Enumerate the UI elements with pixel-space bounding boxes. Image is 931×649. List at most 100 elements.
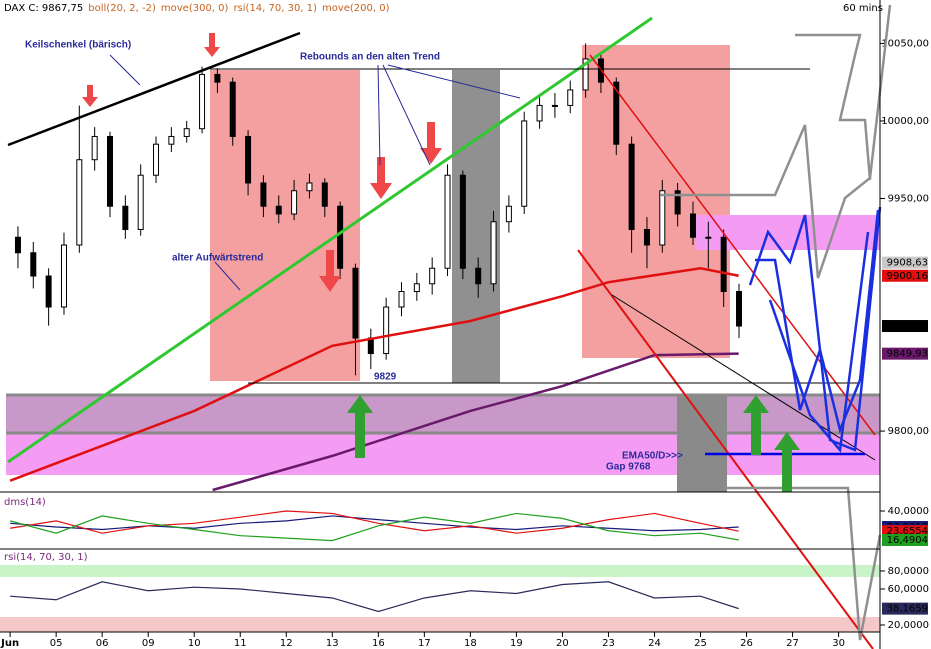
annotation: 9829 xyxy=(374,372,397,383)
candle-body xyxy=(643,228,650,246)
projection xyxy=(748,206,882,452)
x-tick-label: 24 xyxy=(648,638,661,649)
trend-line xyxy=(577,249,874,649)
arrow xyxy=(319,250,341,292)
header-bg xyxy=(0,0,420,14)
candle-body xyxy=(91,135,98,161)
pointers xyxy=(109,54,521,291)
arrow xyxy=(774,432,800,492)
price-label: 9867,75 xyxy=(887,321,928,332)
candle-body xyxy=(306,182,313,192)
candle-body xyxy=(168,135,175,145)
candle-body xyxy=(413,283,420,293)
x-tick-label: 19 xyxy=(510,638,523,649)
panel-title: rsi(14, 70, 30, 1) xyxy=(4,552,88,563)
candle-body xyxy=(536,104,543,122)
x-tick-label: Jun xyxy=(0,638,19,649)
indicator-label: move(300, 0) xyxy=(161,3,229,14)
candle-body xyxy=(521,120,528,207)
candle-body xyxy=(60,244,67,308)
y-tick-label: 60,0000 xyxy=(888,584,929,595)
series-line xyxy=(10,581,739,613)
rsi-upper-zone xyxy=(0,565,880,577)
trend-line xyxy=(611,294,876,461)
timeframe: 60 mins xyxy=(843,3,883,14)
annotation: Keilschenkel (bärisch) xyxy=(25,40,131,51)
candle-body xyxy=(321,182,328,207)
price-label-box xyxy=(882,320,928,333)
trend-line xyxy=(7,31,301,147)
y-tick-label: 20,0000 xyxy=(888,620,929,631)
series-line xyxy=(10,515,739,532)
candle-body xyxy=(199,73,206,130)
projection xyxy=(768,231,870,453)
candle-body xyxy=(689,213,696,238)
x-tick-label: 05 xyxy=(50,638,63,649)
x-tick-label: 06 xyxy=(96,638,109,649)
x-tick-label: 18 xyxy=(464,638,477,649)
zone xyxy=(677,395,727,492)
trend-line xyxy=(7,16,653,464)
zone xyxy=(6,395,880,433)
candle-body xyxy=(628,143,635,230)
candle-body xyxy=(429,267,436,285)
series-line xyxy=(212,352,739,492)
y-tick-label: 10050,00 xyxy=(881,38,929,49)
x-tick-label: 23 xyxy=(602,638,615,649)
annotation: alter Aufwärtstrend xyxy=(172,253,263,264)
candle-body xyxy=(45,275,52,308)
annotation: EMA50/D>>> xyxy=(622,451,683,462)
indicator-label: rsi(14, 70, 30, 1) xyxy=(233,3,317,14)
candle-body xyxy=(245,135,252,184)
candle-body xyxy=(505,205,512,223)
candle-body xyxy=(337,205,344,269)
price-label-box xyxy=(882,347,928,360)
candle-body xyxy=(674,190,681,215)
candle-body xyxy=(459,174,466,269)
rsi-lower-zone xyxy=(0,617,880,632)
panel-title: dms(14) xyxy=(4,497,46,508)
arrow xyxy=(743,395,769,455)
x-tick-label: 26 xyxy=(740,638,753,649)
candle-body xyxy=(214,73,221,83)
candle-body xyxy=(30,252,37,277)
x-tick-label: 27 xyxy=(786,638,799,649)
y-tick-label: 40,0000 xyxy=(888,506,929,517)
x-tick-label: 17 xyxy=(418,638,431,649)
projection xyxy=(795,33,872,181)
price-label: 9849,93 xyxy=(887,349,928,360)
arrow xyxy=(347,395,373,458)
candle-body xyxy=(659,190,666,246)
annotations: Keilschenkel (bärisch) Rebounds an den a… xyxy=(4,3,883,563)
candle-body xyxy=(137,174,144,230)
arrow xyxy=(370,157,392,199)
x-tick-label: 11 xyxy=(234,638,247,649)
drawings xyxy=(0,0,892,649)
x-tick-label: 12 xyxy=(280,638,293,649)
candle-body xyxy=(490,221,497,285)
chart-title: DAX C: 9867,75 xyxy=(4,3,83,14)
candle-body xyxy=(383,306,390,355)
indicator-label: boll(20, 2, -2) xyxy=(88,3,156,14)
y-tick-label: 9800,00 xyxy=(888,426,929,437)
candle-body xyxy=(229,81,236,137)
annotation: Rebounds an den alten Trend xyxy=(300,52,440,63)
candle-body xyxy=(275,205,282,215)
value-label-box xyxy=(882,602,928,615)
candle-body xyxy=(705,236,712,239)
candle-body xyxy=(291,190,298,215)
candle-body xyxy=(260,182,267,207)
indicator-label: move(200, 0) xyxy=(322,3,390,14)
x-tick-label: 13 xyxy=(326,638,339,649)
arrow xyxy=(204,33,220,57)
candle-body xyxy=(107,135,113,207)
x-tick-label: 25 xyxy=(694,638,707,649)
candle-body xyxy=(183,128,190,137)
y-tick-label: 10000,00 xyxy=(881,116,929,127)
x-tick-label: 16 xyxy=(372,638,385,649)
candle-body xyxy=(567,89,574,106)
candle-body xyxy=(475,267,482,285)
